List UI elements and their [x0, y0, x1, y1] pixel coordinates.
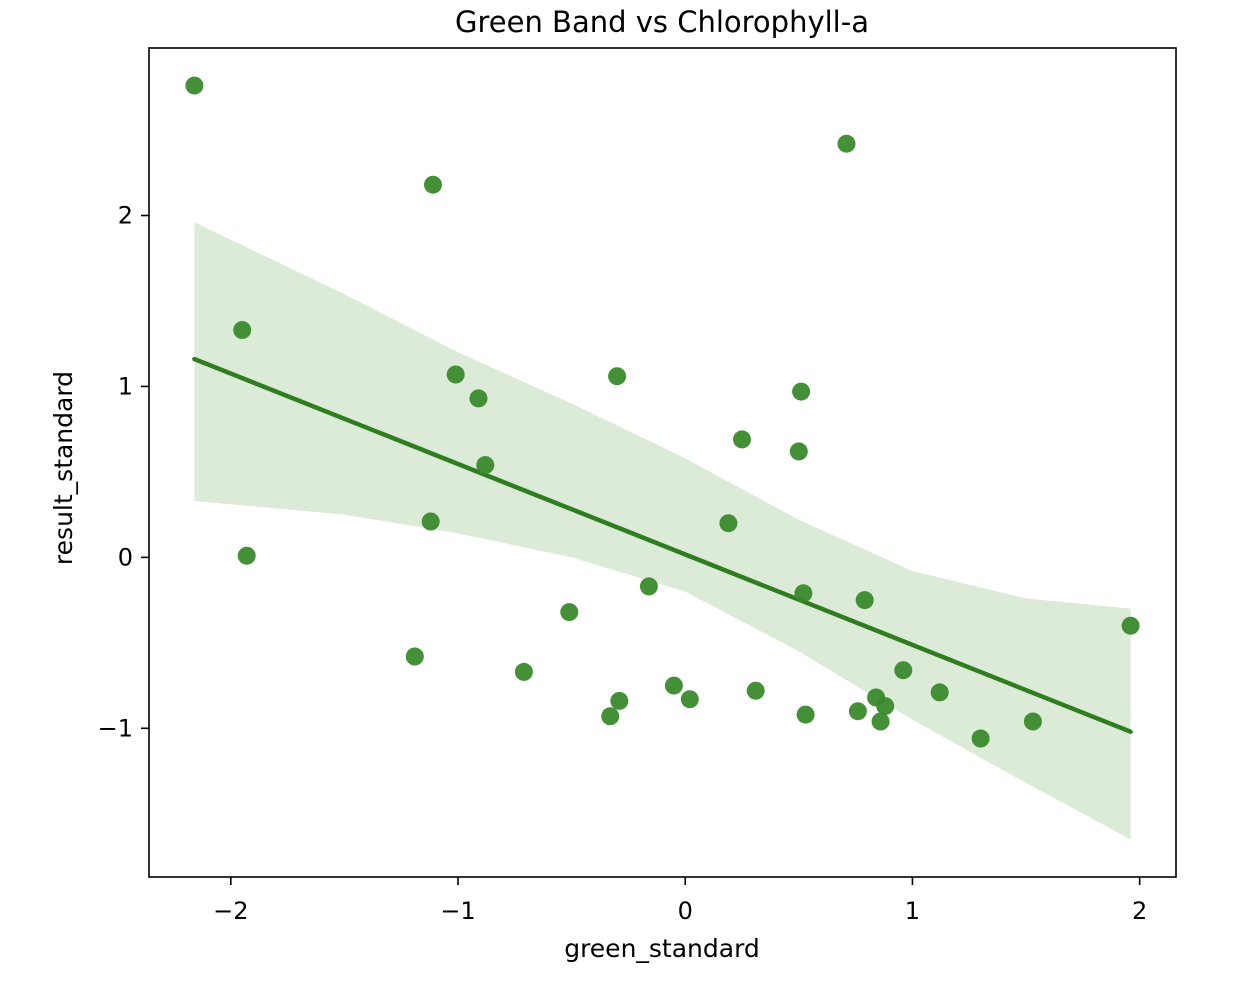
data-point	[719, 514, 738, 533]
y-tick-label: 2	[118, 202, 133, 230]
data-point	[421, 512, 440, 531]
data-point	[610, 691, 629, 710]
x-tick-label: 0	[678, 897, 693, 925]
confidence-band	[194, 222, 1131, 840]
y-tick-label: 0	[118, 543, 133, 571]
y-tick-label: 1	[118, 372, 133, 400]
data-point	[560, 603, 579, 622]
data-point	[405, 647, 424, 666]
y-tick-label: −1	[98, 714, 133, 742]
x-tick-label: −2	[213, 897, 248, 925]
x-tick-label: 1	[905, 897, 920, 925]
data-point	[185, 76, 204, 95]
data-point	[680, 690, 699, 709]
data-point	[794, 584, 813, 603]
data-point	[871, 712, 890, 731]
y-axis: −1 0 1 2	[98, 202, 149, 742]
data-point	[746, 681, 765, 700]
data-point	[848, 702, 867, 721]
x-tick-label: −1	[440, 897, 475, 925]
data-point	[233, 321, 252, 339]
data-point	[894, 661, 913, 680]
data-point	[930, 683, 949, 702]
data-point	[608, 367, 627, 386]
data-point	[446, 365, 465, 384]
regression-line	[192, 356, 1133, 734]
plot-frame	[148, 47, 1177, 878]
data-point	[855, 591, 874, 610]
data-point	[796, 705, 815, 724]
data-point	[1121, 616, 1140, 635]
data-point	[639, 577, 658, 596]
data-point	[514, 662, 533, 681]
data-point	[837, 134, 856, 153]
data-point	[601, 707, 620, 726]
data-point	[971, 729, 990, 748]
data-point	[789, 442, 808, 461]
data-point	[792, 382, 811, 401]
x-axis: −2 −1 0 1 2	[213, 877, 1147, 925]
data-point	[733, 430, 751, 449]
chart-title: Green Band vs Chlorophyll-a	[455, 5, 869, 39]
data-point	[664, 676, 683, 695]
plot-area	[185, 76, 1140, 840]
data-point	[476, 456, 495, 475]
data-point	[876, 697, 895, 716]
data-point	[469, 389, 488, 408]
data-point	[237, 546, 256, 565]
x-tick-label: 2	[1132, 897, 1147, 925]
y-axis-title: result_standard	[49, 371, 78, 565]
x-axis-title: green_standard	[564, 934, 760, 963]
data-point	[1023, 712, 1042, 731]
data-point	[424, 175, 442, 194]
